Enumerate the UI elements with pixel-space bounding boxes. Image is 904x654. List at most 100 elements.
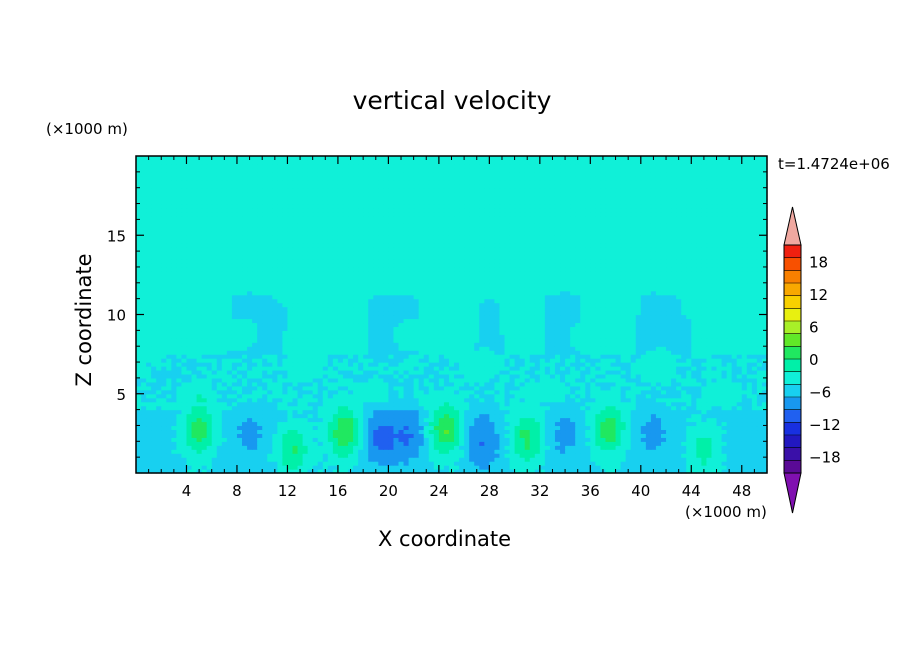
field-cell — [625, 334, 632, 339]
field-cell — [701, 433, 708, 438]
field-cell — [413, 314, 420, 320]
field-cell — [368, 413, 374, 419]
field-cell — [645, 397, 652, 403]
field-cell — [600, 373, 607, 379]
field-cell — [539, 465, 546, 470]
field-cell — [368, 449, 374, 454]
field-cell — [247, 413, 253, 419]
field-cell — [348, 401, 354, 407]
field-cell — [711, 393, 718, 399]
field-cell — [630, 342, 637, 347]
field-cell — [312, 429, 319, 434]
field-cell — [645, 469, 652, 474]
field-cell — [671, 401, 677, 407]
field-cell — [176, 441, 183, 446]
field-cell — [756, 358, 763, 363]
field-cell — [252, 417, 258, 423]
field-cell — [534, 362, 541, 367]
field-cell — [373, 385, 379, 391]
field-cell — [701, 381, 708, 387]
field-cell — [529, 433, 536, 438]
field-cell — [146, 358, 152, 363]
field-cell — [247, 346, 253, 351]
field-cell — [292, 457, 299, 462]
field-cell — [257, 314, 263, 320]
field-cell — [660, 441, 667, 446]
field-cell — [176, 366, 183, 371]
field-cell — [756, 457, 763, 462]
field-cell — [529, 377, 536, 383]
field-cell — [494, 377, 501, 383]
field-cell — [151, 417, 157, 423]
field-cell — [348, 381, 354, 387]
field-cell — [373, 362, 379, 367]
field-cell — [590, 405, 596, 411]
field-cell — [454, 393, 460, 399]
field-cell — [519, 413, 526, 419]
field-cell — [600, 449, 607, 454]
field-cell — [146, 445, 152, 450]
field-cell — [721, 445, 728, 450]
field-cell — [529, 421, 536, 427]
field-cell — [731, 389, 738, 395]
field-cell — [711, 318, 718, 324]
field-cell — [741, 389, 748, 395]
field-cell — [363, 369, 369, 375]
field-cell — [312, 385, 319, 391]
field-cell — [620, 318, 627, 324]
field-cell — [605, 362, 612, 367]
field-cell — [726, 350, 733, 355]
field-cell — [332, 362, 339, 367]
field-cell — [226, 358, 233, 363]
field-cell — [464, 342, 470, 347]
field-cell — [595, 346, 602, 351]
field-cell — [196, 405, 203, 411]
field-cell — [196, 369, 203, 375]
field-cell — [393, 318, 400, 324]
field-cell — [136, 385, 142, 391]
field-cell — [312, 413, 319, 419]
field-cell — [459, 437, 465, 442]
field-cell — [252, 366, 258, 371]
field-cell — [666, 437, 672, 442]
field-cell — [353, 421, 359, 427]
field-cell — [509, 330, 516, 335]
field-cell — [645, 381, 652, 387]
field-cell — [671, 377, 677, 383]
field-cell — [373, 461, 379, 466]
field-cell — [211, 381, 218, 387]
field-cell — [726, 413, 733, 419]
field-cell — [630, 362, 637, 367]
field-cell — [337, 358, 344, 363]
field-cell — [423, 377, 430, 383]
field-cell — [620, 401, 627, 407]
field-cell — [565, 433, 571, 438]
field-cell — [645, 429, 652, 434]
field-cell — [383, 358, 389, 363]
field-cell — [509, 409, 516, 415]
field-cell — [433, 381, 440, 387]
field-cell — [337, 461, 344, 466]
field-cell — [327, 397, 334, 403]
field-cell — [201, 453, 208, 458]
field-cell — [484, 421, 490, 427]
field-cell — [691, 449, 697, 454]
field-cell — [236, 377, 243, 383]
field-cell — [443, 334, 450, 339]
field-cell — [575, 417, 581, 423]
field-cell — [191, 397, 198, 403]
field-cell — [554, 373, 561, 379]
field-cell — [570, 358, 576, 363]
field-cell — [560, 437, 566, 442]
field-cell — [448, 373, 455, 379]
field-cell — [418, 385, 425, 391]
field-cell — [630, 354, 637, 359]
field-cell — [443, 441, 450, 446]
field-cell — [368, 362, 374, 367]
field-cell — [751, 429, 758, 434]
field-cell — [600, 381, 607, 387]
field-cell — [539, 405, 546, 411]
field-cell — [292, 362, 299, 367]
field-cell — [277, 326, 283, 331]
field-cell — [484, 469, 490, 474]
